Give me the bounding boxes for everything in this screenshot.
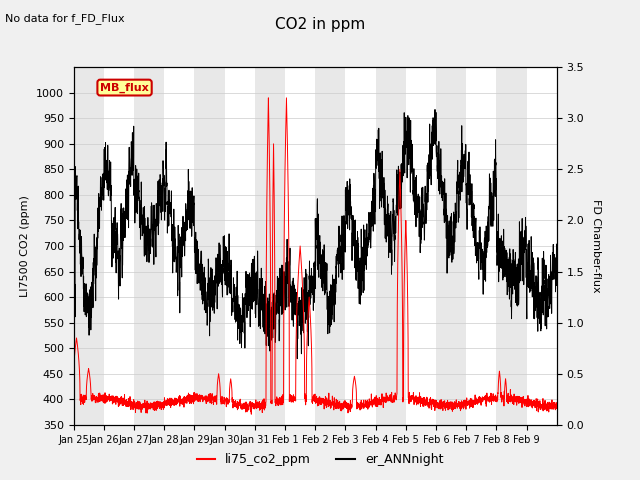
- Text: MB_flux: MB_flux: [100, 83, 149, 93]
- Bar: [376, 67, 406, 425]
- Bar: [497, 67, 527, 425]
- Bar: [255, 67, 285, 425]
- Bar: [315, 67, 346, 425]
- Text: No data for f_FD_Flux: No data for f_FD_Flux: [5, 13, 125, 24]
- Text: CO2 in ppm: CO2 in ppm: [275, 17, 365, 32]
- Bar: [195, 67, 225, 425]
- Bar: [134, 67, 164, 425]
- Bar: [436, 67, 466, 425]
- Y-axis label: FD Chamber-flux: FD Chamber-flux: [591, 199, 601, 293]
- Legend: li75_co2_ppm, er_ANNnight: li75_co2_ppm, er_ANNnight: [191, 448, 449, 471]
- Bar: [74, 67, 104, 425]
- Y-axis label: LI7500 CO2 (ppm): LI7500 CO2 (ppm): [20, 195, 30, 297]
